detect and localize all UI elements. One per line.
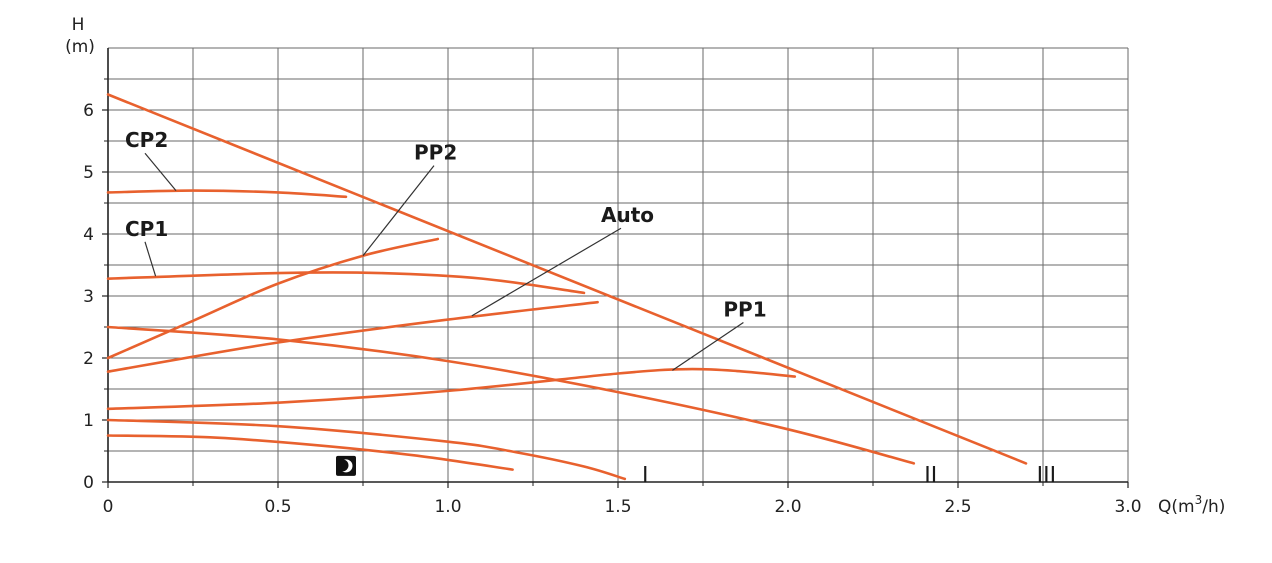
x-axis-label: Q(m3/h) [1158,493,1225,517]
speed-marker-3: III [1037,464,1056,489]
curve-pp1 [106,367,797,411]
y-tick-label: 0 [83,473,94,493]
x-tick-label: 1.5 [604,497,631,517]
curve-auto [106,300,599,373]
grid [108,47,1129,482]
curve-label-pp2: PP2 [414,141,457,165]
y-tick-label: 2 [83,349,94,369]
y-axis-label-line: H [72,15,85,35]
y-tick-label: 3 [83,287,94,307]
leader-line-cp2 [144,152,177,191]
curve-pp2 [106,237,440,360]
curve-label-cp1: CP1 [125,217,168,241]
y-tick-label: 5 [83,163,94,183]
x-tick-label: 3.0 [1114,497,1141,517]
y-axis-label: H (m) [65,15,95,57]
moon-shadow [336,459,349,472]
curve-label-cp2: CP2 [125,128,168,152]
curve-speed1 [106,418,627,481]
curve-speed2 [106,325,916,465]
speed-marker-2: II [924,464,937,489]
x-axis-label-superscript: 3 [1195,493,1203,507]
curve-cp2 [106,189,348,199]
x-tick-label: 0.5 [264,497,291,517]
x-axis-label-part: Q(m [1158,497,1195,517]
x-tick-label: 2.5 [944,497,971,517]
leader-line-pp2 [362,165,435,257]
curve-night [106,434,514,471]
speed-marker-1: I [642,464,649,489]
y-axis-label-unit: (m) [65,37,95,57]
curve-speed3-max [106,93,1028,465]
x-tick-label: 2.0 [774,497,801,517]
curve-label-auto: Auto [601,203,654,227]
leader-line-auto [471,227,622,317]
y-tick-label: 4 [83,225,94,245]
curve-label-pp1: PP1 [723,297,766,321]
x-axis-label-part: /h) [1202,497,1225,517]
x-tick-label: 0 [103,497,114,517]
x-tick-label: 1.0 [434,497,461,517]
y-tick-label: 1 [83,411,94,431]
leader-line-cp1 [144,241,157,277]
y-tick-label: 6 [83,101,94,121]
night-mode-moon-icon [336,455,356,476]
curve-cp1 [106,271,586,295]
curves [106,93,1028,481]
leader-line-pp1 [672,321,744,371]
